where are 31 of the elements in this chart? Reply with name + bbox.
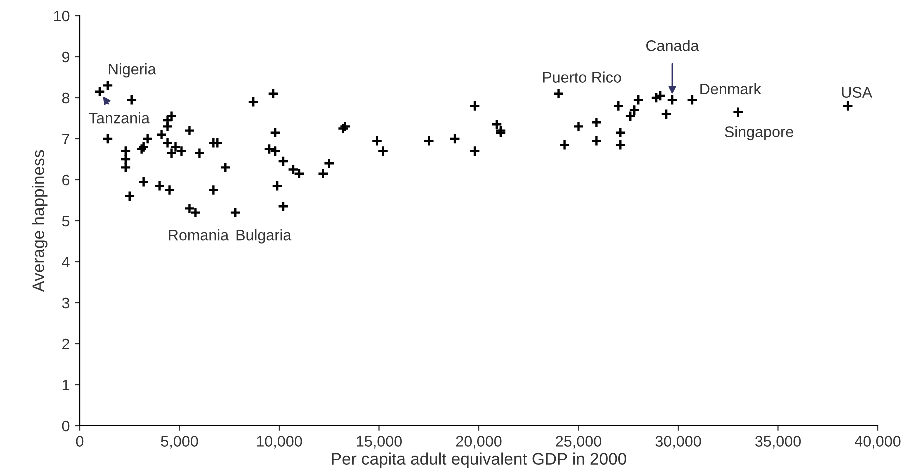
x-tick-label: 35,000 [755, 436, 802, 449]
y-tick-label: 3 [62, 298, 70, 309]
x-tick-label: 15,000 [357, 436, 402, 449]
y-tick-label: 5 [62, 216, 70, 227]
annotation: Bulgaria [236, 230, 292, 244]
x-tick-label: 5,000 [161, 436, 198, 449]
annotation: Tanzania [89, 112, 150, 124]
annotation: Denmark [700, 83, 762, 95]
y-tick-label: 6 [62, 174, 70, 186]
x-tick-label: 0 [76, 436, 84, 447]
y-tick-label: 7 [62, 134, 70, 145]
y-tick-label: 4 [62, 257, 70, 268]
y-tick-label: 0 [62, 420, 70, 432]
y-tick-label: 2 [62, 338, 70, 350]
annotation: Romania [169, 230, 230, 241]
y-axis-title: Average happiness [32, 150, 48, 292]
annotation: Singapore [725, 126, 794, 141]
annotation: Puerto Rico [543, 72, 622, 83]
y-tick-label: 10 [54, 10, 70, 22]
x-tick-label: 25,000 [556, 436, 602, 449]
x-axis-title: Per capita adult equivalent GDP in 2000 [332, 452, 626, 468]
x-tick-label: 40,000 [854, 436, 901, 449]
y-tick-label: 9 [62, 52, 70, 63]
y-tick-label: 1 [62, 380, 70, 391]
x-tick-label: 30,000 [656, 436, 702, 449]
y-tick-label: 8 [62, 92, 70, 104]
annotation: Canada [646, 40, 700, 52]
annotation: Nigeria [109, 64, 156, 78]
x-tick-label: 20,000 [456, 436, 502, 449]
x-tick-label: 10,000 [257, 436, 302, 449]
annotation: USA [842, 87, 873, 98]
